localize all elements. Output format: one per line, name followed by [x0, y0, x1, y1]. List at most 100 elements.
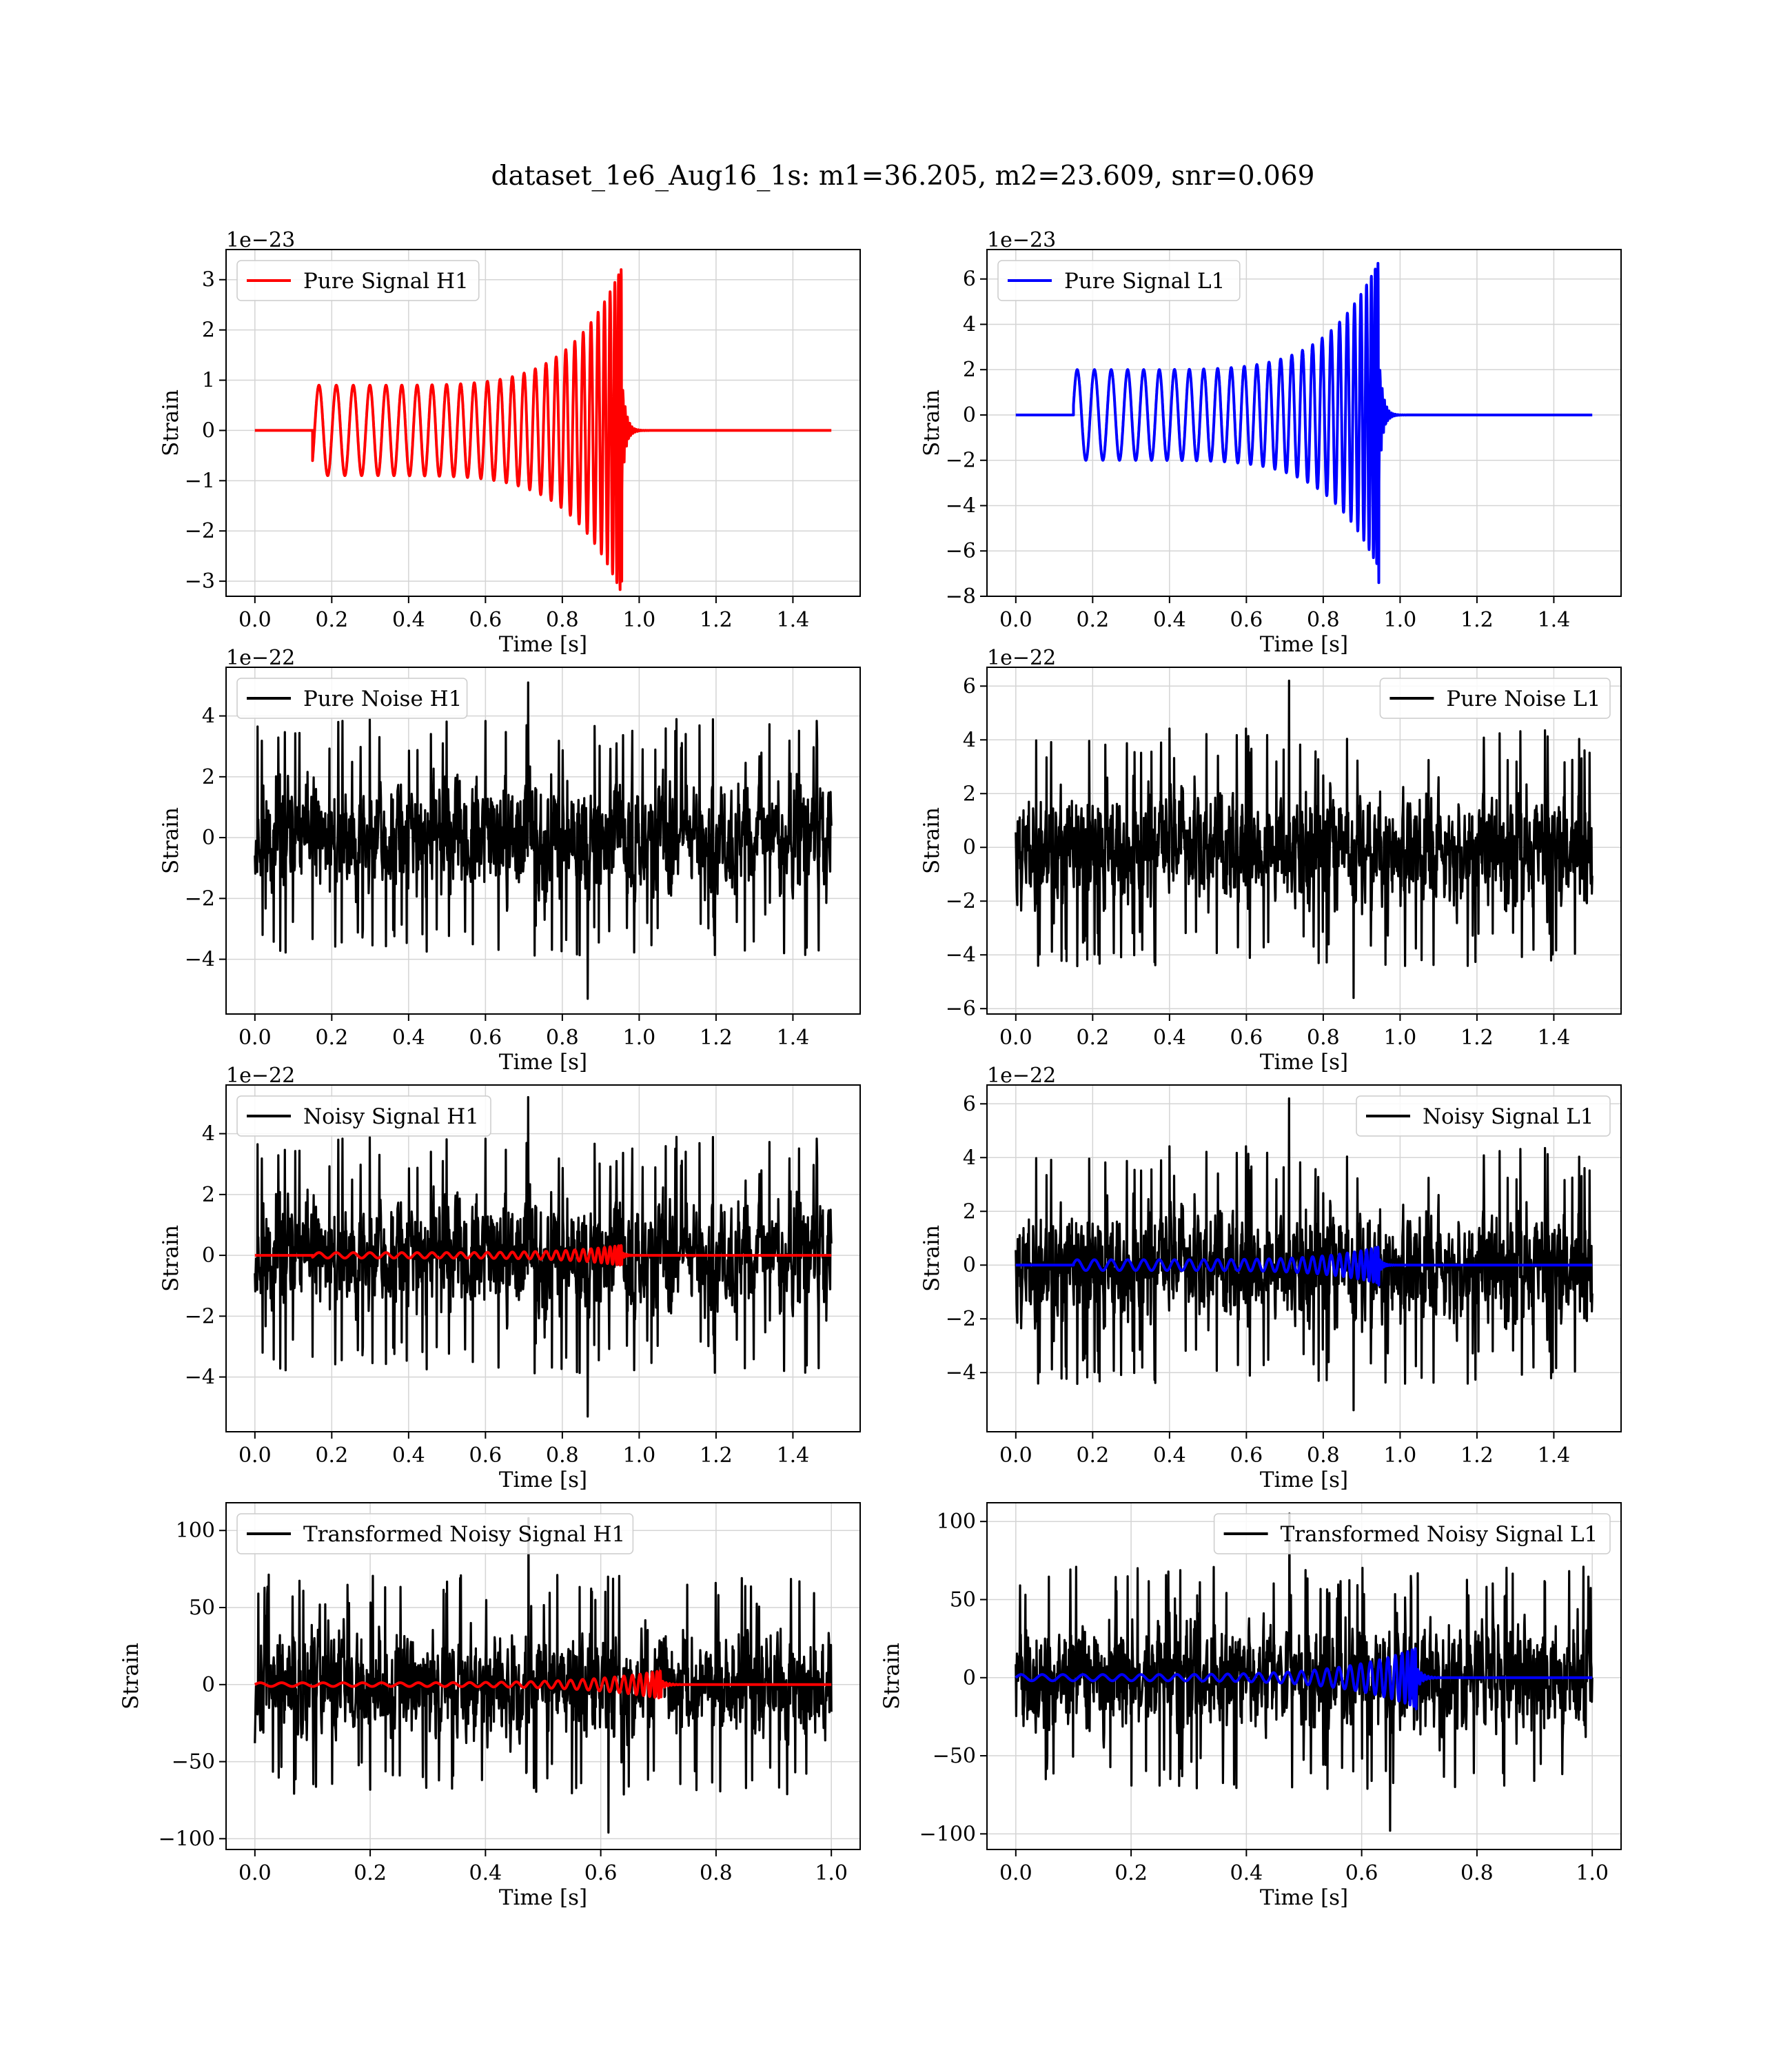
y-tick-label: −2 [185, 886, 215, 911]
x-tick-label: 0.8 [1307, 1443, 1340, 1468]
x-tick-label: 0.6 [1230, 1026, 1263, 1050]
y-tick-label: 100 [176, 1519, 215, 1543]
y-tick-label: 100 [937, 1510, 976, 1534]
y-tick-label: 4 [202, 704, 215, 729]
legend-label: Pure Noise L1 [1446, 687, 1600, 711]
legend: Noisy Signal H1 [236, 1095, 491, 1137]
x-tick-label: 0.6 [469, 1026, 502, 1050]
x-tick-label: 0.0 [238, 1861, 272, 1885]
x-tick-label: 0.8 [1460, 1861, 1494, 1885]
y-tick-label: 2 [202, 1183, 215, 1207]
y-tick-label: 50 [950, 1588, 976, 1612]
y-tick-label: −50 [933, 1744, 976, 1768]
y-tick-label: −50 [172, 1750, 215, 1774]
series-group [1015, 262, 1593, 585]
y-axis-label: Strain [919, 807, 944, 874]
axes-frame [986, 1502, 1622, 1850]
axes-frame [225, 1084, 861, 1432]
subplot-pure-signal-h1: 0.0 0.2 0.4 0.6 0.8 1.0 1.2 1.4 −3 −2 −1 0 1 2 3 1e−23 T… [159, 228, 861, 657]
x-tick-label: 0.2 [354, 1861, 387, 1885]
legend-box [236, 1095, 491, 1137]
axes-frame [225, 1502, 861, 1850]
x-tick-label: 0.4 [1230, 1861, 1263, 1885]
legend-box [236, 1513, 634, 1554]
legend-label: Noisy Signal L1 [1423, 1104, 1594, 1129]
series-group [254, 1517, 833, 1834]
y-tick-label: −8 [946, 585, 976, 609]
y-tick-label: 2 [202, 318, 215, 343]
subplot-transformed-noisy-signal-h1: 0.0 0.2 0.4 0.6 0.8 1.0 −100 −50 0 50 100 Time [s] S… [119, 1502, 861, 1910]
series-line-signal [1015, 1246, 1593, 1287]
series-line-signal [1015, 1647, 1593, 1711]
x-tick-label: 1.0 [1384, 608, 1417, 632]
y-tick-label: 0 [202, 826, 215, 850]
y-axis-label: Strain [159, 1225, 183, 1292]
x-tick-label: 0.8 [1307, 1026, 1340, 1050]
y-tick-label: 0 [202, 418, 215, 443]
x-axis-label: Time [s] [1260, 1050, 1348, 1075]
legend: Pure Signal H1 [236, 260, 480, 301]
legend: Transformed Noisy Signal L1 [1213, 1513, 1611, 1554]
y-offset-text: 1e−23 [987, 228, 1056, 252]
axes-frame [225, 249, 861, 597]
y-axis-label: Strain [119, 1643, 143, 1710]
x-tick-label: 0.6 [1230, 608, 1263, 632]
y-tick-label: −4 [946, 1361, 976, 1385]
x-tick-label: 0.2 [1076, 1026, 1109, 1050]
y-tick-label: −4 [946, 943, 976, 967]
y-tick-label: 6 [963, 674, 976, 698]
x-tick-label: 1.2 [1460, 1026, 1494, 1050]
y-tick-label: 0 [963, 403, 976, 427]
x-tick-label: 1.4 [1538, 608, 1571, 632]
y-tick-label: −4 [185, 948, 215, 972]
series-line-signal [254, 1670, 832, 1700]
y-offset-text: 1e−22 [987, 646, 1056, 670]
x-tick-label: 0.6 [1345, 1861, 1378, 1885]
x-axis-label: Time [s] [499, 1050, 587, 1075]
series-line-signal [254, 1244, 832, 1267]
legend-label: Pure Noise H1 [303, 687, 462, 711]
x-tick-label: 1.4 [1538, 1443, 1571, 1468]
x-tick-label: 1.2 [1460, 1443, 1494, 1468]
series-group [254, 1096, 833, 1418]
x-tick-label: 1.4 [777, 1026, 810, 1050]
x-axis-label: Time [s] [499, 632, 587, 657]
y-tick-label: −1 [185, 469, 215, 493]
y-tick-label: 6 [963, 267, 976, 292]
y-offset-text: 1e−22 [987, 1064, 1056, 1088]
x-tick-label: 0.8 [700, 1861, 733, 1885]
series-line-noise [1015, 1512, 1594, 1832]
x-tick-label: 0.2 [315, 1026, 348, 1050]
x-tick-label: 0.6 [469, 1443, 502, 1468]
subplot-transformed-noisy-signal-l1: 0.0 0.2 0.4 0.6 0.8 1.0 −100 −50 0 50 100 Time [s] S… [879, 1502, 1622, 1910]
x-tick-label: 0.4 [392, 1026, 425, 1050]
x-tick-label: 0.6 [1230, 1443, 1263, 1468]
x-tick-label: 1.0 [815, 1861, 848, 1885]
y-tick-label: −2 [185, 1304, 215, 1328]
x-tick-label: 1.0 [1384, 1026, 1417, 1050]
x-axis-label: Time [s] [1260, 1468, 1348, 1492]
x-tick-label: 0.2 [1076, 1443, 1109, 1468]
legend-label: Pure Signal L1 [1064, 269, 1225, 294]
series-line-signal [254, 268, 832, 591]
y-tick-label: 4 [963, 1146, 976, 1170]
x-tick-label: 0.2 [1114, 1861, 1148, 1885]
legend: Pure Noise H1 [236, 678, 468, 719]
x-tick-label: 0.0 [999, 1026, 1032, 1050]
x-tick-label: 0.8 [546, 1026, 579, 1050]
y-tick-label: 0 [202, 1673, 215, 1697]
x-tick-label: 0.4 [392, 608, 425, 632]
y-tick-label: −3 [185, 569, 215, 594]
y-tick-label: 2 [963, 358, 976, 382]
subplot-noisy-signal-l1: 0.0 0.2 0.4 0.6 0.8 1.0 1.2 1.4 −4 −2 0 2 4 6 1e−22 Tim… [919, 1064, 1622, 1492]
y-tick-label: 0 [963, 835, 976, 860]
x-tick-label: 0.0 [999, 1443, 1032, 1468]
y-tick-label: −4 [946, 494, 976, 518]
y-tick-label: 4 [202, 1122, 215, 1146]
x-tick-label: 0.4 [1153, 1443, 1186, 1468]
axes-frame [225, 667, 861, 1015]
x-tick-label: 0.4 [1153, 1026, 1186, 1050]
legend-label: Noisy Signal H1 [303, 1104, 479, 1129]
series-line-noise [1015, 679, 1594, 1000]
y-tick-label: −6 [946, 997, 976, 1021]
